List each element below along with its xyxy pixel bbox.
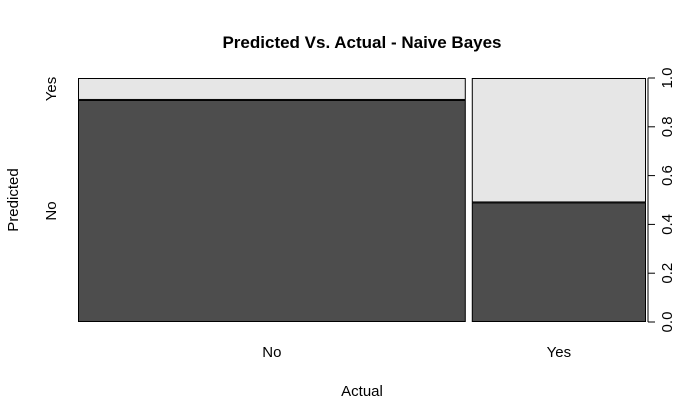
right-axis-tick-label: 0.6 — [659, 165, 676, 186]
y-axis-label: Predicted — [5, 168, 22, 231]
bar-yes-predicted-yes — [471, 78, 646, 203]
left-axis-label-no: No — [43, 201, 60, 220]
x-tick-labels: No Yes — [262, 344, 571, 361]
bar-no-predicted-no — [78, 99, 466, 322]
right-axis-tick-label: 0.2 — [659, 263, 676, 284]
left-axis-label-yes: Yes — [43, 77, 60, 101]
right-axis-tick-label: 0.8 — [659, 116, 676, 137]
x-tick-label-no: No — [262, 344, 281, 361]
bar-yes-predicted-no — [471, 202, 646, 322]
plot-marks — [78, 78, 646, 322]
right-axis-tick-label: 1.0 — [659, 68, 676, 89]
right-axis-tick-label: 0.0 — [659, 312, 676, 333]
right-axis: 0.0 0.2 0.4 0.6 0.8 1.0 — [647, 68, 676, 333]
left-axis-labels: No Yes — [43, 77, 60, 221]
chart-title: Predicted Vs. Actual - Naive Bayes — [222, 33, 501, 52]
right-axis-tick-label: 0.4 — [659, 214, 676, 235]
x-axis-label: Actual — [341, 383, 383, 400]
x-tick-label-yes: Yes — [547, 344, 571, 361]
bar-no-predicted-yes — [78, 78, 466, 100]
